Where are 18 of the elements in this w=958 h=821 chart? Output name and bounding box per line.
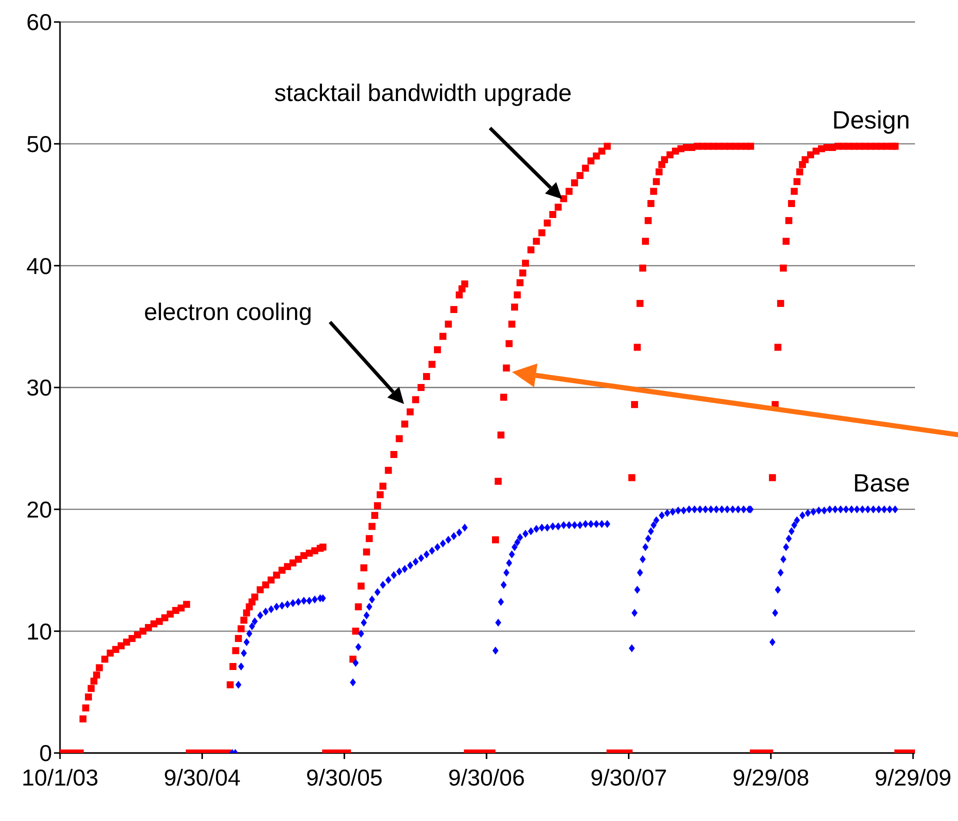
series-label: Design	[832, 106, 910, 134]
annotation: electron cooling	[144, 299, 312, 326]
y-tick-label: 10	[26, 618, 52, 644]
y-tick-label: 0	[39, 740, 52, 766]
y-tick-label: 20	[26, 496, 52, 522]
x-tick-label: 10/1/03	[22, 764, 98, 790]
x-tick-label: 9/30/05	[306, 764, 383, 790]
x-tick-label: 9/30/04	[164, 764, 241, 790]
x-tick-label: 9/29/09	[874, 764, 952, 790]
y-tick-label: 40	[26, 252, 52, 279]
y-tick-label: 60	[26, 9, 52, 36]
y-tick-label: 30	[26, 374, 52, 401]
annotation: stacktail bandwidth upgrade	[274, 80, 572, 107]
x-tick-label: 9/30/07	[590, 764, 668, 790]
series-label: Base	[853, 469, 910, 498]
y-tick-label: 50	[26, 131, 52, 157]
x-tick-label: 9/30/06	[448, 764, 525, 790]
x-tick-label: 9/29/08	[732, 764, 810, 790]
